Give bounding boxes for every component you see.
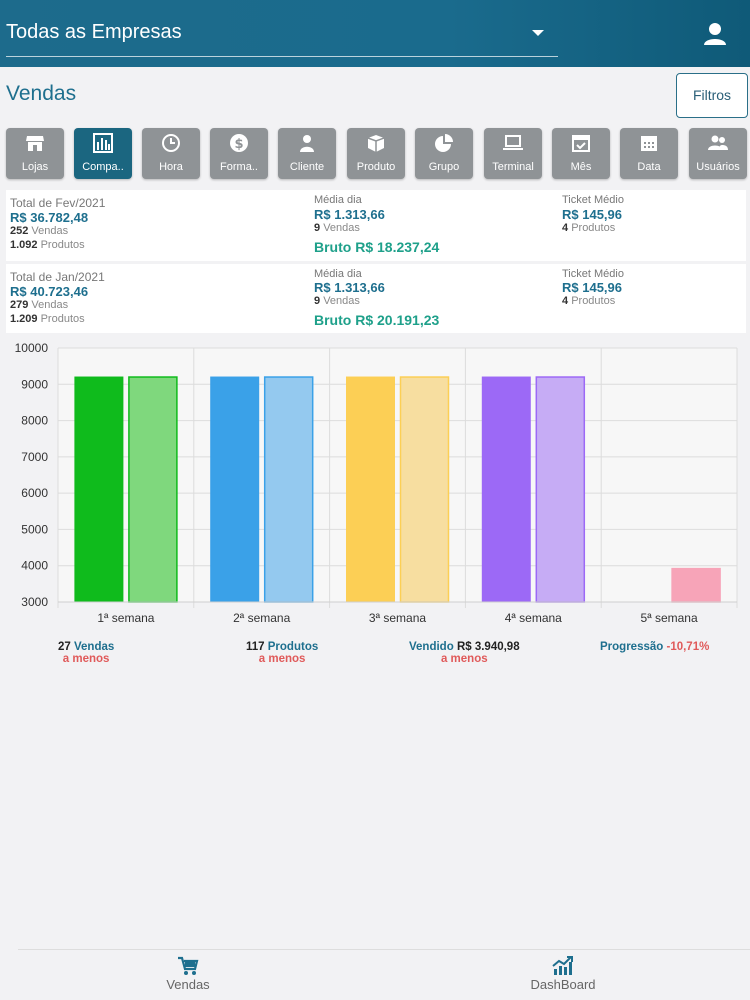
bar-chart-icon — [93, 133, 113, 153]
bottom-nav: Vendas DashBoard — [18, 949, 750, 1000]
dollar-icon: $ — [230, 134, 248, 152]
svg-text:$: $ — [234, 137, 243, 152]
bar-current — [346, 376, 395, 603]
box-icon — [367, 135, 385, 152]
tab-data[interactable]: Data — [620, 128, 678, 179]
store-icon — [26, 136, 44, 151]
laptop-icon — [503, 135, 523, 150]
calendar-check-icon — [572, 135, 590, 152]
gross-total: Bruto R$ 18.237,24 — [314, 239, 440, 255]
x-tick-label: 2ª semana — [233, 611, 290, 625]
summary-card-previous: Total de Jan/2021 R$ 40.723,46 279 Venda… — [6, 264, 746, 333]
tab-cliente[interactable]: Cliente — [278, 128, 336, 179]
period-total: R$ 36.782,48 — [10, 210, 89, 225]
tab-lojas[interactable]: Lojas — [6, 128, 64, 179]
y-tick-label: 10000 — [15, 341, 49, 355]
y-tick-label: 7000 — [21, 450, 48, 464]
weekly-comparison-chart: 3000 4000 5000 6000 7000 8000 9000 10000 1ª sema… — [15, 341, 738, 625]
sales-count: 279 Vendas — [10, 299, 69, 311]
bar-previous — [399, 376, 450, 603]
tab-terminal[interactable]: Terminal — [484, 128, 542, 179]
pie-icon — [435, 134, 453, 152]
y-tick-label: 8000 — [21, 414, 48, 428]
stat-sales-diff: 27 Vendas a menos — [58, 641, 115, 665]
y-tick-label: 9000 — [21, 377, 48, 391]
nav-dashboard[interactable]: DashBoard — [523, 956, 603, 992]
x-tick-label: 3ª semana — [369, 611, 426, 625]
users-icon — [708, 135, 728, 150]
tab-produto[interactable]: Produto — [347, 128, 405, 179]
tab-label: Hora — [159, 161, 183, 173]
page-title: Vendas — [6, 82, 77, 105]
tab-label: Mês — [570, 161, 592, 173]
products-count: 1.092 Produtos — [10, 239, 85, 251]
ticket-label: Ticket Médio — [562, 268, 624, 280]
tab-label: Compa.. — [82, 161, 124, 173]
tab-grupo[interactable]: Grupo — [415, 128, 473, 179]
company-select[interactable]: Todas as Empresas — [6, 14, 558, 57]
gross-total: Bruto R$ 20.191,23 — [314, 312, 440, 328]
tab-label: Produto — [356, 161, 396, 173]
sales-count: 252 Vendas — [10, 225, 69, 237]
tab-label: Forma.. — [220, 161, 258, 173]
tab-mes[interactable]: Mês — [552, 128, 610, 179]
period-label: Total de Jan/2021 — [10, 270, 105, 284]
daily-sales: 9 Vendas — [314, 222, 360, 234]
x-tick-label: 1ª semana — [97, 611, 154, 625]
tab-comparativo[interactable]: Compa.. — [74, 128, 132, 179]
bar-current — [481, 376, 531, 603]
y-tick-label: 6000 — [21, 486, 48, 500]
top-bar: Todas as Empresas — [0, 0, 750, 67]
bar-current — [210, 376, 260, 603]
bar-current — [74, 376, 124, 603]
summary-card-current: Total de Fev/2021 R$ 36.782,48 252 Venda… — [6, 190, 746, 261]
nav-vendas[interactable]: Vendas — [163, 956, 213, 992]
ticket-label: Ticket Médio — [562, 194, 624, 206]
tab-label: Usuários — [696, 161, 740, 173]
products-count: 1.209 Produtos — [10, 313, 85, 325]
ticket-products: 4 Produtos — [562, 222, 616, 234]
cart-icon — [178, 956, 199, 975]
daily-avg-value: R$ 1.313,66 — [314, 207, 385, 222]
user-icon[interactable] — [698, 17, 732, 51]
ticket-value: R$ 145,96 — [562, 207, 622, 222]
ticket-products: 4 Produtos — [562, 295, 616, 307]
person-icon — [300, 135, 314, 152]
nav-label: Vendas — [166, 977, 210, 992]
bar-previous — [671, 567, 721, 603]
y-tick-label: 3000 — [21, 595, 48, 609]
filters-button[interactable]: Filtros — [676, 73, 748, 118]
tab-label: Grupo — [428, 161, 460, 173]
tab-label: Terminal — [492, 161, 534, 173]
period-label: Total de Fev/2021 — [10, 196, 106, 210]
nav-label: DashBoard — [530, 977, 596, 992]
stat-products-diff: 117 Produtos a menos — [246, 641, 319, 665]
daily-avg-label: Média dia — [314, 194, 362, 206]
y-tick-label: 5000 — [21, 522, 48, 536]
calendar-grid-icon — [641, 136, 657, 151]
bar-previous — [535, 376, 586, 603]
company-select-value: Todas as Empresas — [6, 21, 182, 43]
stat-sold-diff: Vendido R$ 3.940,98 a menos — [409, 641, 520, 665]
chevron-down-icon — [532, 30, 544, 36]
tab-forma[interactable]: $ Forma.. — [210, 128, 268, 179]
daily-avg-value: R$ 1.313,66 — [314, 280, 385, 295]
period-total: R$ 40.723,46 — [10, 284, 89, 299]
x-tick-label: 4ª semana — [505, 611, 562, 625]
tab-hora[interactable]: Hora — [142, 128, 200, 179]
x-tick-label: 5ª semana — [641, 611, 698, 625]
chart-growth-icon — [552, 956, 573, 975]
clock-icon — [162, 134, 180, 152]
daily-sales: 9 Vendas — [314, 295, 360, 307]
tab-usuarios[interactable]: Usuários — [689, 128, 747, 179]
stat-progress: Progressão -10,71% — [600, 641, 710, 653]
tab-label: Cliente — [289, 161, 325, 173]
y-tick-label: 4000 — [21, 559, 48, 573]
bar-previous — [263, 376, 314, 603]
ticket-value: R$ 145,96 — [562, 280, 622, 295]
daily-avg-label: Média dia — [314, 268, 362, 280]
tab-label: Lojas — [21, 161, 49, 173]
tab-label: Data — [637, 161, 661, 173]
bar-previous — [128, 376, 178, 603]
